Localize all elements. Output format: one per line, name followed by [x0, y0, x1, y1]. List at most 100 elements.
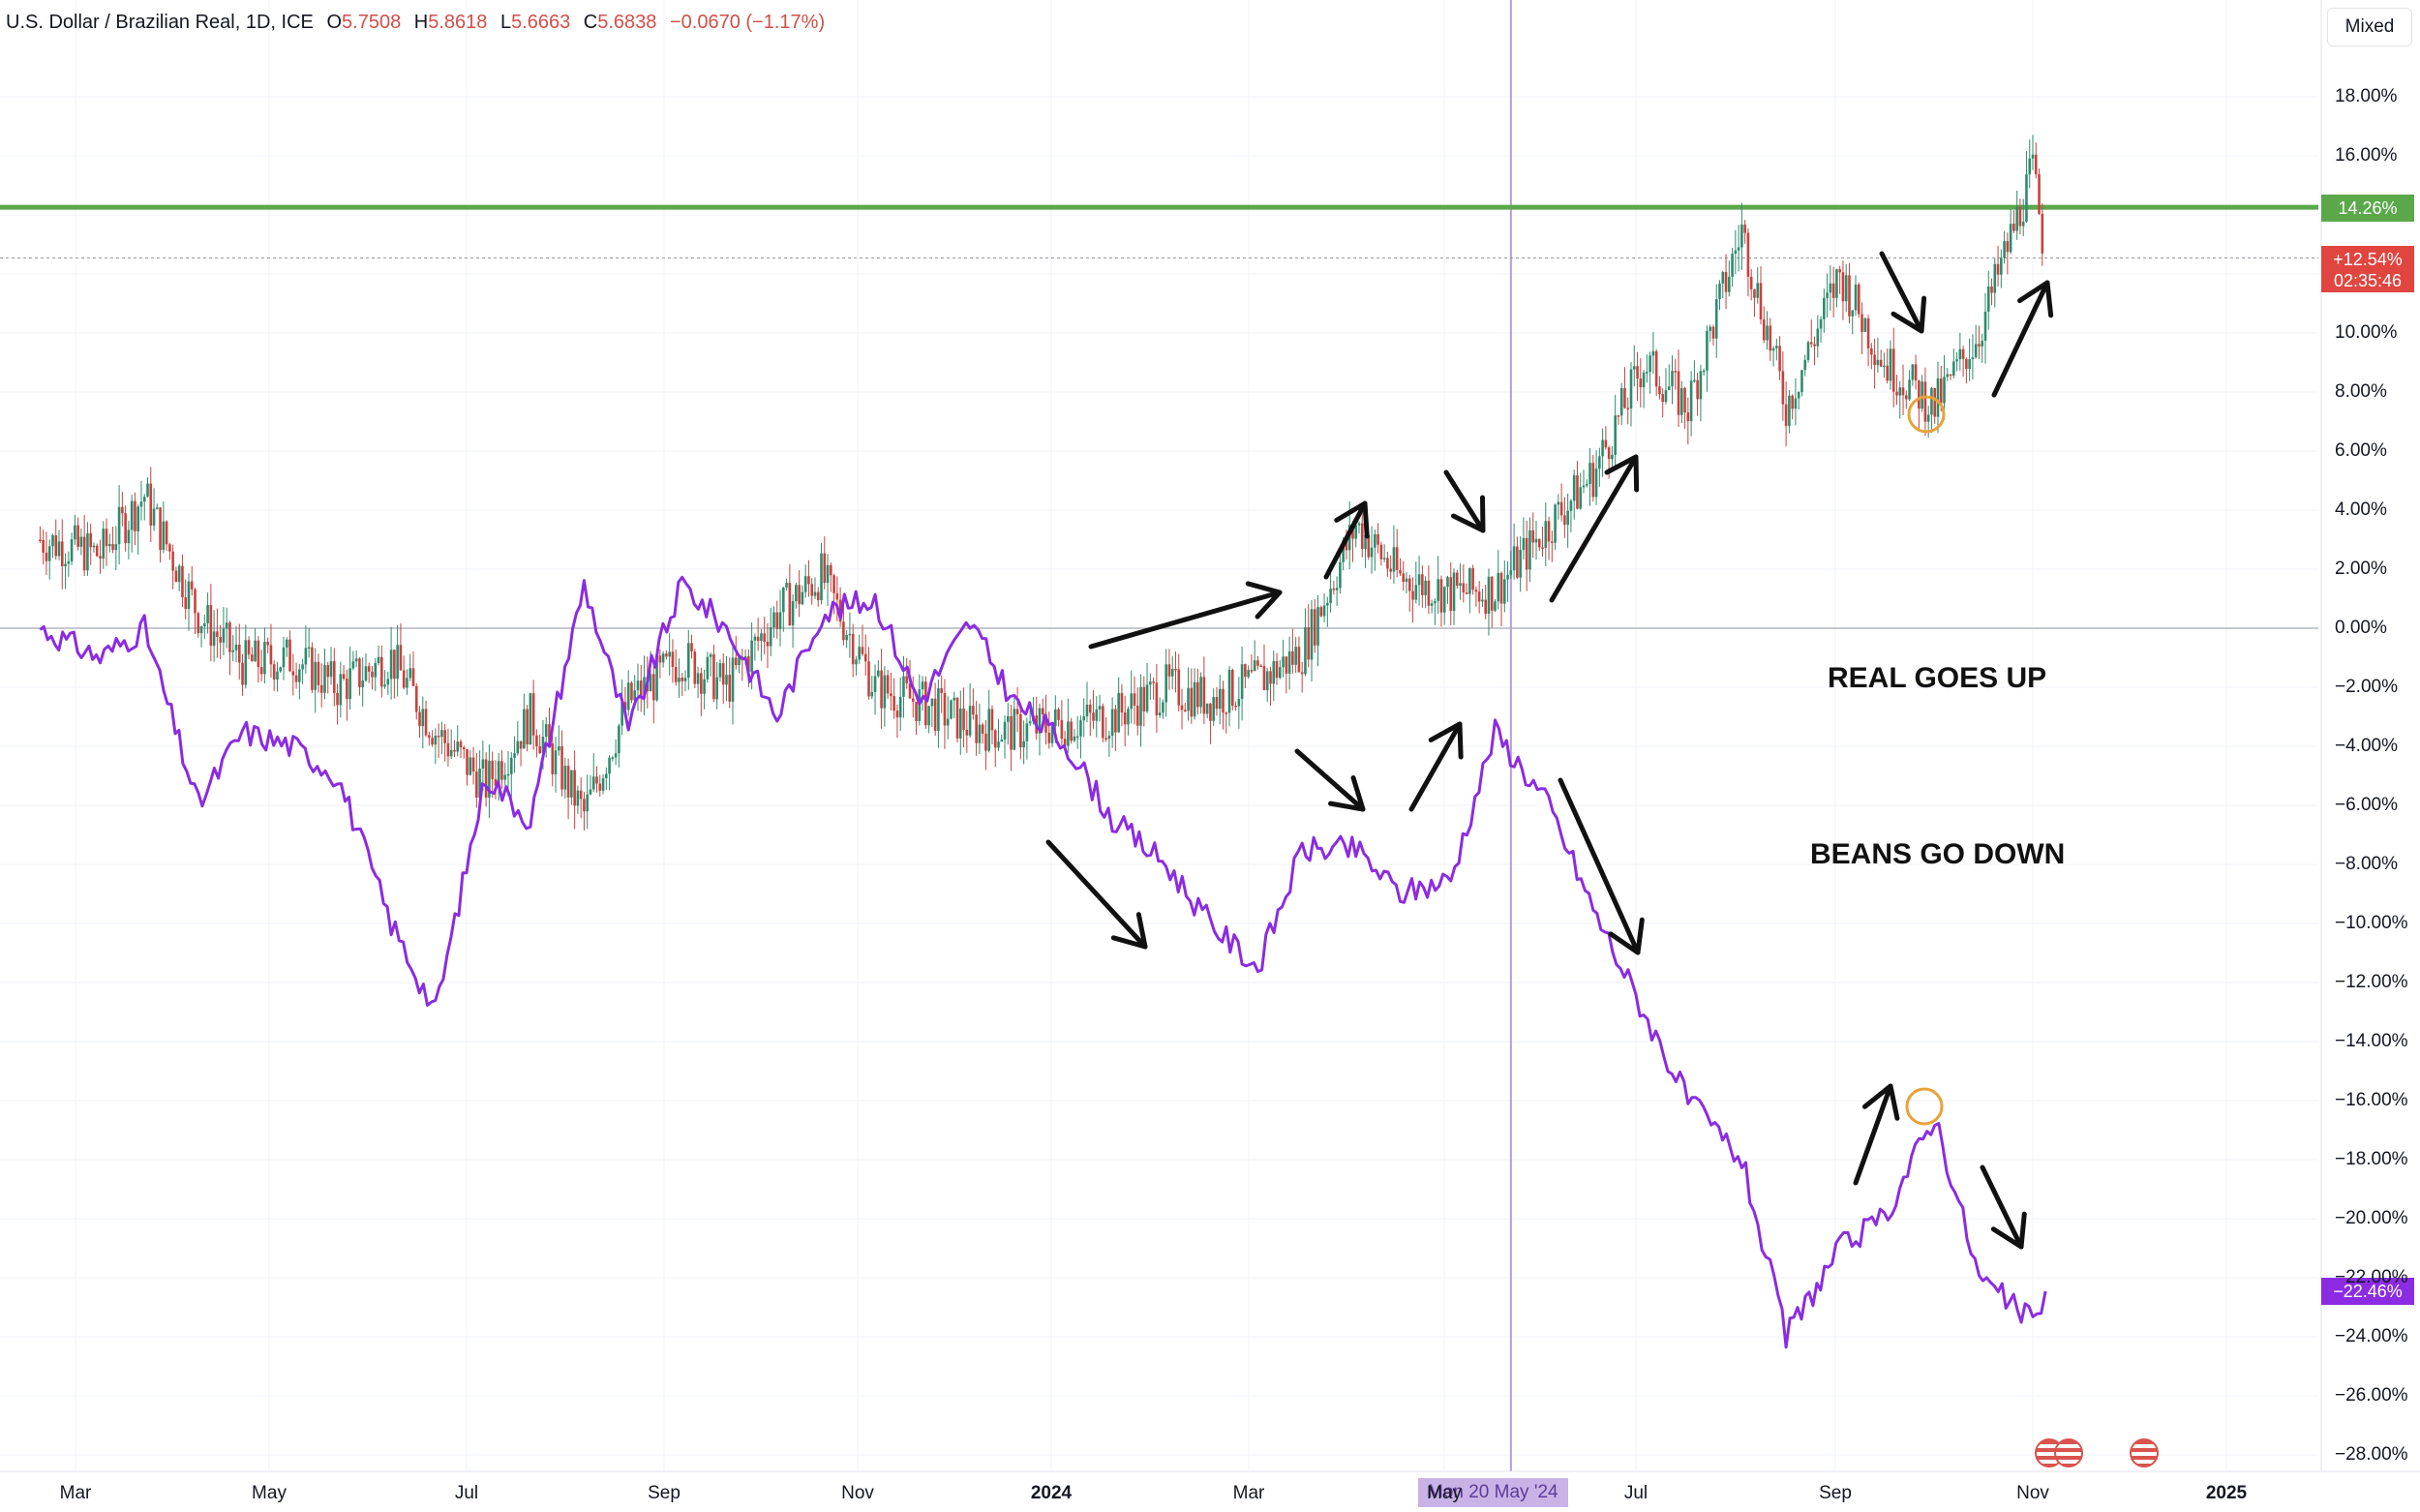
candle-body	[1256, 660, 1259, 666]
candle-body	[459, 741, 463, 748]
candle-body	[497, 761, 500, 786]
candle-body	[946, 718, 950, 726]
candle-body	[288, 639, 291, 672]
us-flag-event-icon-2[interactable]	[2054, 1438, 2083, 1467]
candle-body	[1923, 381, 1927, 422]
time-axis-tick-label: Sep	[648, 1483, 681, 1503]
candle-body	[848, 633, 852, 636]
candle-body	[1683, 387, 1686, 413]
candle-body	[763, 633, 766, 642]
candle-body	[1006, 715, 1010, 722]
candle-body	[886, 675, 890, 694]
candle-body	[1848, 275, 1851, 317]
candle-body	[703, 679, 706, 694]
candle-body	[1047, 732, 1051, 743]
candle-body	[1686, 412, 1690, 421]
time-axis-tick-label: Sep	[1819, 1483, 1852, 1503]
price-axis-tick-label: −20.00%	[2335, 1208, 2408, 1228]
candle-body	[1342, 540, 1345, 562]
candle-body	[64, 563, 67, 567]
candle-body	[1351, 525, 1354, 539]
price-axis-tick-label: −6.00%	[2335, 795, 2398, 815]
candle-body	[111, 544, 114, 551]
candle-body	[469, 757, 472, 775]
candle-body	[1079, 720, 1082, 737]
candle-body	[354, 658, 358, 662]
candle-body	[1196, 681, 1199, 708]
candle-body	[1883, 365, 1886, 368]
candle-body	[466, 749, 469, 775]
candle-body	[342, 674, 346, 680]
candle-body	[428, 735, 431, 739]
candle-body	[1576, 474, 1579, 509]
candle-body	[665, 653, 668, 657]
candle-body	[1601, 439, 1604, 457]
scale-mode-button[interactable]: Mixed	[2327, 8, 2412, 46]
candle-body	[2009, 224, 2012, 253]
highlight-circle-beans	[1905, 1087, 1944, 1126]
candle-body	[237, 644, 241, 663]
candle-body	[1918, 380, 1921, 409]
candle-body	[279, 667, 283, 672]
annotation-arrow-shaft	[1294, 748, 1366, 812]
candle-body	[346, 679, 348, 700]
candle-body	[1841, 272, 1845, 302]
candle-body	[2003, 241, 2006, 258]
change-value: −0.0670 (−1.17%)	[669, 12, 826, 33]
candle-body	[424, 709, 428, 736]
annotation-arrow-head	[1861, 1083, 1900, 1121]
candle-body	[1806, 342, 1810, 360]
candle-body	[364, 666, 368, 681]
price-axis-tick-label: −4.00%	[2335, 736, 2398, 756]
candle-body	[1310, 609, 1314, 660]
candle-body	[156, 507, 159, 509]
candle-body	[855, 659, 858, 665]
crosshair-date-label: Mon 20 May '24	[1418, 1478, 1568, 1507]
candle-body	[449, 749, 453, 757]
candle-body	[1908, 379, 1911, 400]
candle-body	[168, 544, 171, 552]
candle-body	[1319, 607, 1323, 617]
candle-body	[531, 693, 535, 736]
candle-body	[1170, 668, 1174, 677]
candle-body	[389, 650, 393, 680]
candle-body	[418, 711, 421, 727]
high-key: H	[413, 12, 429, 33]
candle-body	[728, 675, 732, 702]
annotation-arrow-shaft	[1980, 1164, 2024, 1250]
price-axis-tick-label: 10.00%	[2335, 322, 2398, 343]
candle-body	[1506, 574, 1509, 580]
candle-body	[1926, 414, 1930, 422]
candle-body	[1174, 668, 1177, 671]
price-axis-tick-label: −14.00%	[2335, 1031, 2408, 1051]
candle-body	[1459, 583, 1462, 587]
candle-body	[1190, 687, 1194, 717]
candle-body	[1407, 578, 1411, 591]
candle-body	[1651, 350, 1655, 356]
candle-body	[1718, 283, 1721, 300]
candle-body	[1050, 726, 1054, 743]
candle-body	[317, 661, 320, 685]
candle-body	[269, 645, 273, 665]
candle-body	[121, 506, 124, 514]
candle-body	[1939, 378, 1943, 404]
annotation-arrow-shaft	[1991, 280, 2050, 398]
candle-body	[257, 640, 260, 668]
candle-body	[1551, 541, 1554, 543]
candle-body	[1598, 456, 1601, 469]
candle-body	[1405, 578, 1408, 583]
candle-body	[301, 664, 304, 670]
candle-body	[832, 575, 835, 593]
candle-body	[244, 640, 248, 685]
candle-body	[1803, 359, 1807, 371]
candle-body	[2021, 222, 2025, 227]
candle-body	[1771, 348, 1775, 351]
candle-body	[142, 497, 146, 502]
annotation-real-goes-up: REAL GOES UP	[1828, 662, 2047, 694]
candle-body	[544, 724, 548, 738]
candle-body	[895, 711, 899, 718]
us-flag-event-icon-3[interactable]	[2130, 1438, 2159, 1467]
candle-body	[1332, 589, 1336, 590]
candle-body	[47, 546, 51, 561]
candle-body	[1092, 712, 1095, 721]
